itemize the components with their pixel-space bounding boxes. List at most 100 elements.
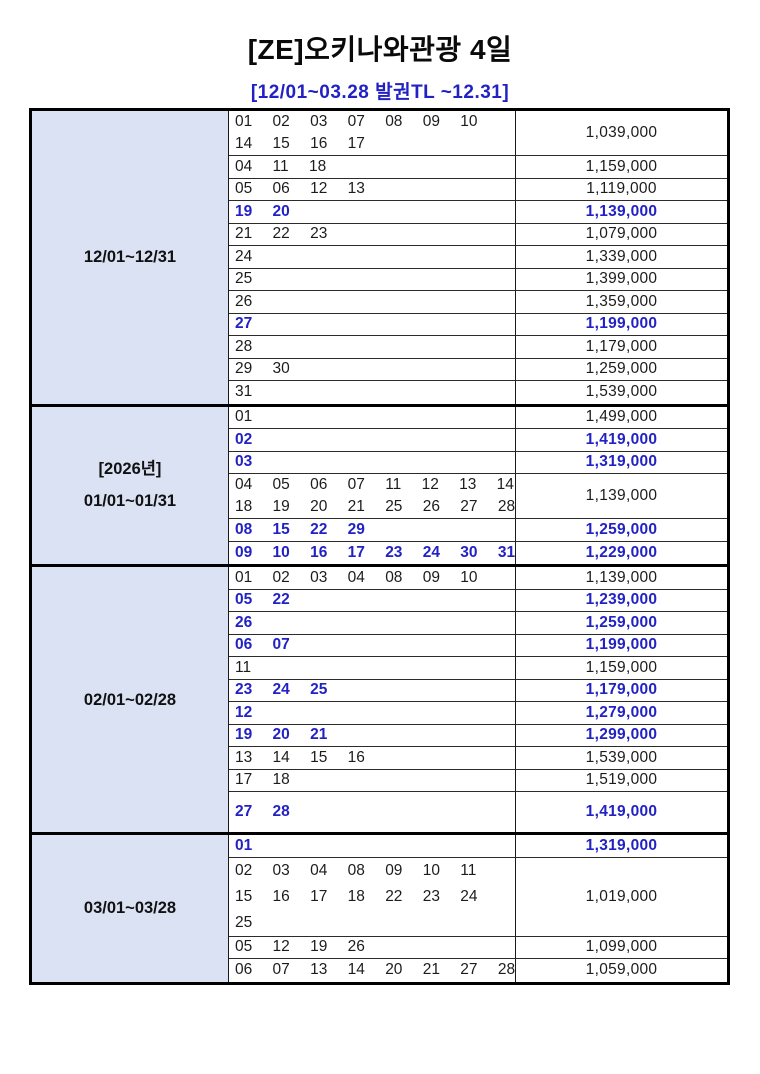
departure-days-line: 23 24 25: [235, 681, 328, 699]
departure-days-line: 19 20 21: [235, 726, 328, 744]
departure-days-line: 01: [235, 408, 253, 426]
fare-row: 26 1,259,000: [229, 612, 727, 635]
departure-days-line: 25: [235, 913, 253, 931]
fare-rows: 01 02 03 04 08 09 10 1,139,000 05 22 1,239,…: [229, 567, 727, 832]
departure-days-cell: 01: [229, 406, 516, 428]
departure-days-line: 13 14 15 16: [235, 748, 365, 766]
departure-days-line: 26: [235, 292, 253, 310]
price-cell: 1,259,000: [585, 360, 658, 378]
departure-days-cell: 27: [229, 313, 516, 335]
departure-days-line: 01 02 03 04 08 09 10: [235, 568, 478, 586]
page-header: [ZE]오키나와관광 4일 [12/01~03.28 발권TL ~12.31]: [0, 0, 760, 104]
departure-days-cell: 09 10 16 17 23 24 30 31: [229, 541, 516, 564]
price-cell: 1,159,000: [585, 658, 658, 676]
departure-days-cell: 27 28: [229, 792, 516, 832]
fare-row: 19 20 1,139,000: [229, 201, 727, 224]
departure-days-line: 04 05 06 07 11 12 13 14: [235, 476, 514, 493]
fare-row: 04 05 06 07 11 12 13 14 18 19 20 21 25 26…: [229, 474, 727, 519]
departure-days-line: 09 10 16 17 23 24 30 31: [235, 543, 516, 561]
departure-days-cell: 28: [229, 336, 516, 358]
date-range-label-line: 03/01~03/28: [83, 899, 177, 918]
departure-days-cell: 19 20: [229, 201, 516, 223]
fare-row: 24 1,339,000: [229, 246, 727, 269]
fare-rows: 01 1,319,000 02 03 04 08 09 10 11 15 16 17 …: [229, 835, 727, 982]
fare-rows: 01 1,499,000 02 1,419,000 03 1,319,000 04 05 0…: [229, 406, 727, 564]
price-cell: 1,539,000: [585, 383, 658, 401]
fare-row: 11 1,159,000: [229, 657, 727, 680]
departure-days-line: 31: [235, 383, 253, 401]
price-cell: 1,359,000: [585, 292, 658, 310]
price-cell: 1,539,000: [585, 748, 658, 766]
departure-days-cell: 12: [229, 702, 516, 724]
departure-days-line: 02: [235, 430, 253, 448]
price-cell: 1,079,000: [585, 225, 658, 243]
price-cell: 1,229,000: [585, 543, 658, 561]
departure-days-line: 25: [235, 270, 253, 288]
page-title: [ZE]오키나와관광 4일: [247, 34, 513, 65]
fare-row: 04 11 18 1,159,000: [229, 156, 727, 179]
fare-row: 26 1,359,000: [229, 291, 727, 314]
departure-days-line: 18 19 20 21 25 26 27 28: [235, 498, 516, 515]
fare-section: [2026년] 01/01~01/31 01 1,499,000 02 1,419,000…: [32, 406, 727, 567]
departure-days-line: 04 11 18: [235, 157, 327, 175]
fare-row: 05 06 12 13 1,119,000: [229, 178, 727, 201]
departure-days-line: 24: [235, 247, 253, 265]
departure-days-line: 11: [235, 658, 252, 676]
fare-row: 27 1,199,000: [229, 313, 727, 336]
departure-days-line: 19 20: [235, 202, 290, 220]
fare-row: 25 1,399,000: [229, 268, 727, 291]
departure-days-line: 26: [235, 613, 253, 631]
date-range-label: 12/01~12/31: [32, 111, 229, 404]
price-cell: 1,399,000: [585, 270, 658, 288]
fare-row: 12 1,279,000: [229, 702, 727, 725]
departure-days-cell: 13 14 15 16: [229, 747, 516, 769]
price-cell: 1,499,000: [585, 408, 658, 426]
fare-section: 03/01~03/28 01 1,319,000 02 03 04 08 09 10 …: [32, 835, 727, 982]
departure-days-line: 17 18: [235, 771, 290, 789]
departure-days-line: 29 30: [235, 360, 290, 378]
fare-row: 08 15 22 29 1,259,000: [229, 519, 727, 542]
fare-section: 12/01~12/31 01 02 03 07 08 09 10 14 15 16 …: [32, 111, 727, 407]
date-range-label-line: [2026년]: [98, 460, 162, 479]
price-cell: 1,139,000: [585, 568, 658, 586]
departure-days-line: 01 02 03 07 08 09 10: [235, 113, 478, 130]
fare-row: 31 1,539,000: [229, 381, 727, 404]
fare-row: 02 1,419,000: [229, 429, 727, 452]
fare-section: 02/01~02/28 01 02 03 04 08 09 10 1,139,000…: [32, 567, 727, 835]
departure-days-line: 06 07: [235, 636, 290, 654]
price-cell: 1,139,000: [585, 487, 658, 504]
departure-days-cell: 21 22 23: [229, 223, 516, 245]
fare-row: 01 02 03 07 08 09 10 14 15 16 17 1,039,000: [229, 111, 727, 156]
date-range-label: [2026년] 01/01~01/31: [32, 406, 229, 564]
fare-row: 17 18 1,519,000: [229, 769, 727, 792]
date-range-label-line: 12/01~12/31: [83, 248, 177, 267]
fare-row: 03 1,319,000: [229, 451, 727, 474]
departure-days-line: 02 03 04 08 09 10 11: [235, 861, 477, 879]
departure-days-line: 27: [235, 315, 253, 333]
departure-days-line: 01: [235, 836, 253, 854]
price-cell: 1,319,000: [585, 453, 658, 471]
price-cell: 1,279,000: [585, 703, 658, 721]
departure-days-cell: 01: [229, 835, 516, 857]
fare-rows: 01 02 03 07 08 09 10 14 15 16 17 1,039,000…: [229, 111, 727, 404]
departure-days-line: 05 12 19 26: [235, 938, 365, 956]
fare-row: 05 12 19 26 1,099,000: [229, 936, 727, 959]
departure-days-line: 21 22 23: [235, 225, 328, 243]
departure-days-cell: 05 06 12 13: [229, 178, 516, 200]
price-cell: 1,199,000: [585, 315, 658, 333]
departure-days-cell: 01 02 03 04 08 09 10: [229, 567, 516, 589]
price-cell: 1,159,000: [585, 157, 658, 175]
price-cell: 1,259,000: [585, 613, 658, 631]
departure-days-cell: 11: [229, 657, 516, 679]
departure-days-cell: 05 12 19 26: [229, 936, 516, 958]
departure-days-cell: 04 05 06 07 11 12 13 14 18 19 20 21 25 26…: [229, 474, 516, 518]
price-cell: 1,139,000: [585, 202, 658, 220]
price-cell: 1,039,000: [585, 124, 658, 141]
price-table: 12/01~12/31 01 02 03 07 08 09 10 14 15 16 …: [29, 108, 730, 985]
fare-row: 06 07 1,199,000: [229, 634, 727, 657]
price-cell: 1,179,000: [585, 337, 658, 355]
fare-row: 05 22 1,239,000: [229, 589, 727, 612]
price-cell: 1,339,000: [585, 247, 658, 265]
departure-days-cell: 06 07 13 14 20 21 27 28: [229, 959, 516, 982]
